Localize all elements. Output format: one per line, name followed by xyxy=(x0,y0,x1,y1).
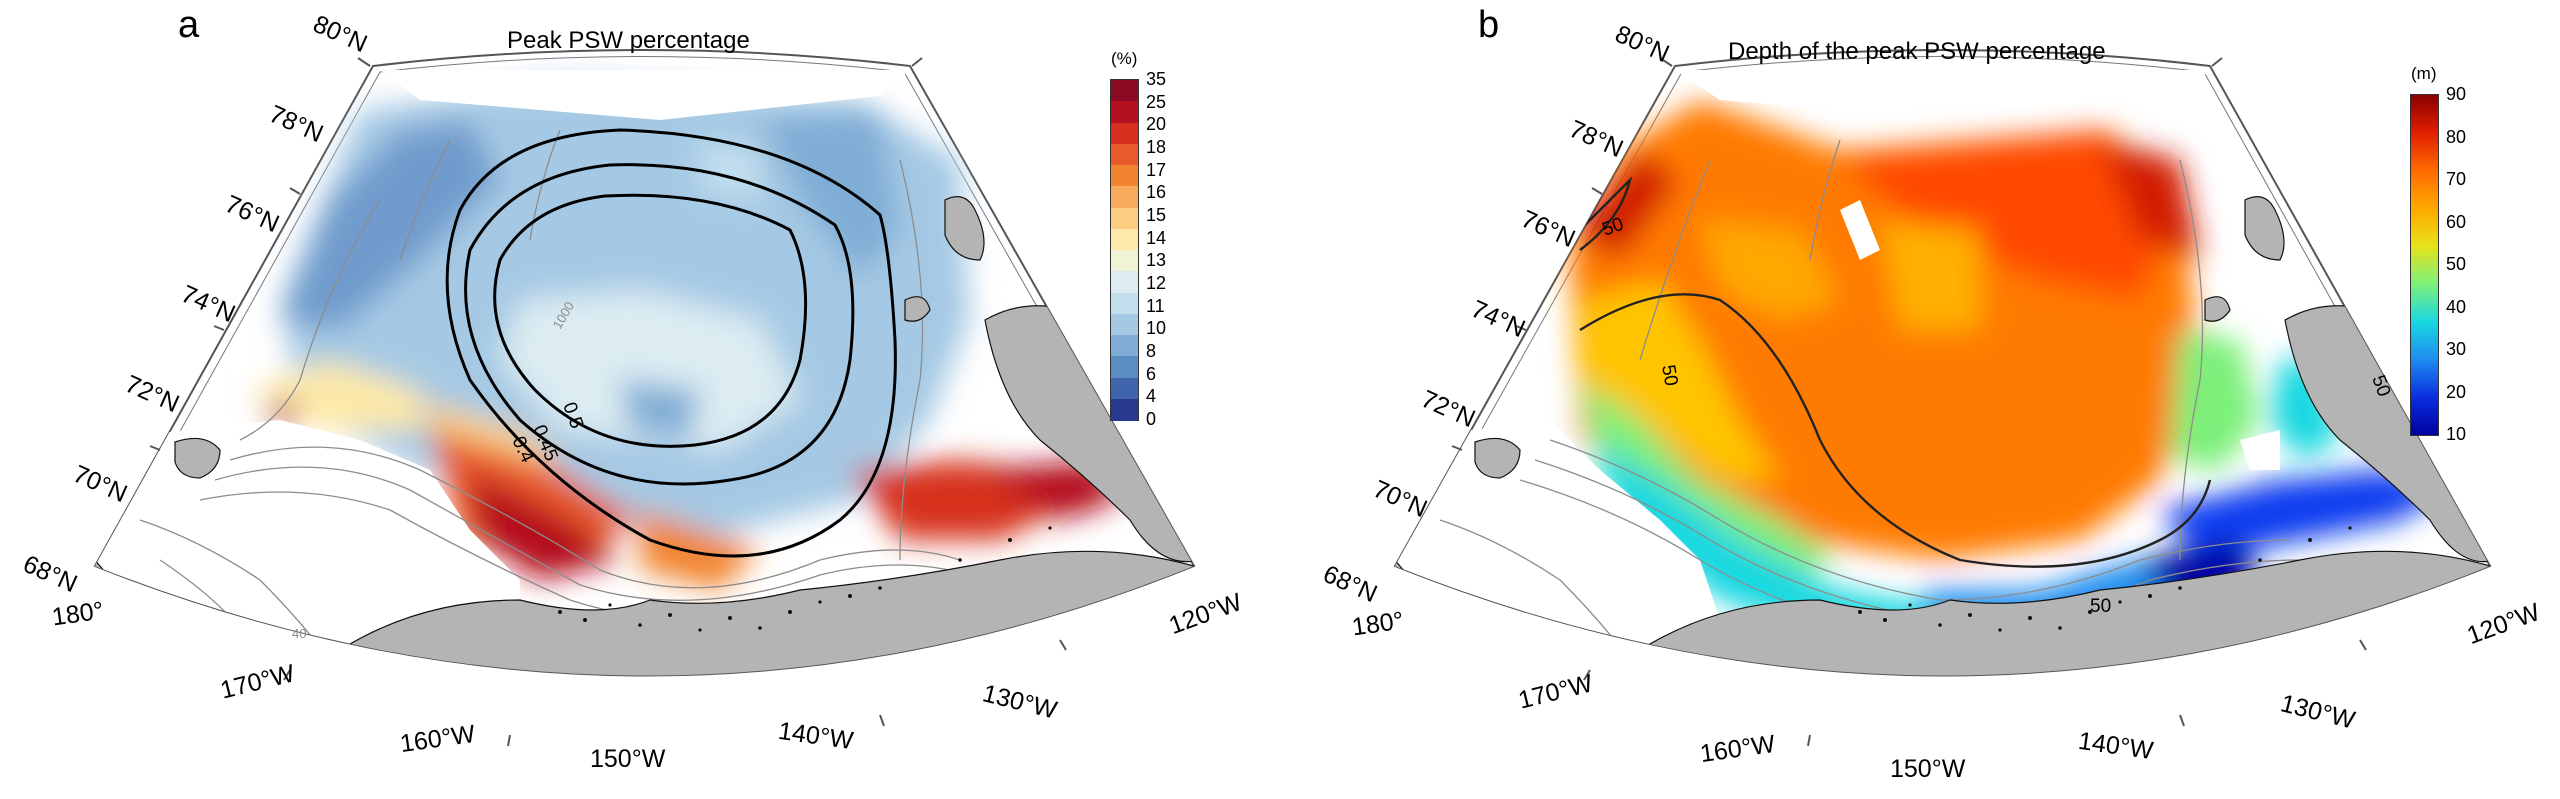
unsampled-gap-b xyxy=(1840,200,1880,260)
colorbar-tick-label: 4 xyxy=(1146,386,1157,407)
colorbar-segment xyxy=(1111,228,1138,251)
colorbar-segment xyxy=(1111,143,1138,166)
colorbar-segment xyxy=(1111,398,1138,421)
colorbar-tick-label: 12 xyxy=(1146,273,1167,293)
unsampled-north-b xyxy=(1675,70,2210,110)
colorbar-unit-b: (m) xyxy=(2411,64,2437,83)
colorbar-tick-label: 40 xyxy=(2446,296,2467,317)
colorbar-segment xyxy=(1111,356,1138,378)
panel-b: 50 50 50 50 b Depth of the peak PSW perc… xyxy=(1280,0,2560,799)
colorbar-tick-label: 6 xyxy=(1146,363,1157,384)
coastal-islands-a xyxy=(558,526,1052,632)
colorbar-segment xyxy=(1111,377,1138,400)
colorbar-segment xyxy=(1111,101,1138,123)
colorbar-tick-label: 17 xyxy=(1146,159,1167,180)
colorbar-segment xyxy=(1111,122,1138,145)
colorbar-segment xyxy=(1111,165,1138,187)
lon-label-a-150w: 150°W xyxy=(590,745,666,773)
colorbar-tick-label: 35 xyxy=(1146,69,1167,89)
map-a-svg: 0.5 0.45 0.4 1000 40 xyxy=(93,49,1196,747)
colorbar-tick-label: 20 xyxy=(2446,381,2467,402)
colorbar-tick-label: 15 xyxy=(1146,205,1167,225)
psw-fraction-contours xyxy=(445,128,897,558)
colorbar-segment xyxy=(1111,271,1138,293)
frame-ticks-a xyxy=(149,57,1067,747)
colorbar-tick-label: 25 xyxy=(1146,91,1167,112)
frame-ticks-b xyxy=(1451,57,2367,747)
colorbar-segment xyxy=(1111,186,1138,208)
colorbar-tick-label: 20 xyxy=(1146,114,1167,135)
unsampled-north-a xyxy=(380,70,910,120)
colorbar-tick-label: 16 xyxy=(1146,182,1167,203)
contour-label-b-2: 50 xyxy=(1657,363,1681,387)
colorbar-segment xyxy=(1111,207,1138,230)
colorbar-tick-label: 10 xyxy=(1146,318,1167,339)
colorbar-tick-label: 50 xyxy=(2446,254,2467,274)
map-b-svg: 50 50 50 50 xyxy=(1393,49,2492,747)
colorbar-tick-label: 70 xyxy=(2446,169,2467,189)
colorbar-b xyxy=(2410,94,2439,436)
panel-title-a: Peak PSW percentage xyxy=(507,27,750,54)
colorbar-tick-label: 80 xyxy=(2446,126,2467,147)
colorbar-tick-label: 90 xyxy=(2446,84,2467,104)
colorbar-segment xyxy=(1111,250,1138,272)
colorbar-segment xyxy=(1111,80,1138,102)
colorbar-tick-label: 18 xyxy=(1146,137,1167,157)
colorbar-segment xyxy=(1111,335,1138,357)
bathymetry-contours-a xyxy=(139,129,981,661)
colorbar-tick-label: 30 xyxy=(2446,339,2467,359)
colorbar-segment xyxy=(1111,313,1138,336)
colorbar-tick-label: 0 xyxy=(1146,409,1157,429)
lon-label-b-150w: 150°W xyxy=(1890,755,1966,783)
psw-percentage-field xyxy=(250,80,1120,590)
panel-label-a: a xyxy=(178,4,200,46)
panel-title-b: Depth of the peak PSW percentage xyxy=(1728,38,2106,65)
contour-label-b-3: 50 xyxy=(2090,596,2111,617)
coastal-islands-b xyxy=(1858,526,2352,632)
bathymetry-label-a-40: 40 xyxy=(292,626,306,641)
colorbar-unit-a: (%) xyxy=(1111,49,1138,68)
colorbar-tick-label: 60 xyxy=(2446,211,2467,232)
unsampled-gap-b-2 xyxy=(2240,430,2280,470)
colorbar-tick-label: 14 xyxy=(1146,227,1167,248)
colorbar-tick-label: 11 xyxy=(1146,295,1165,316)
colorbar-a xyxy=(1110,79,1139,421)
colorbar-tick-label: 8 xyxy=(1146,341,1157,361)
panel-a: 0.5 0.45 0.4 1000 40 a Peak PSW percenta… xyxy=(19,4,1246,773)
panel-label-b: b xyxy=(1478,4,1500,46)
colorbar-tick-label: 10 xyxy=(2446,424,2467,444)
colorbar-segment xyxy=(1111,292,1138,315)
colorbar-tick-label: 13 xyxy=(1146,250,1167,271)
